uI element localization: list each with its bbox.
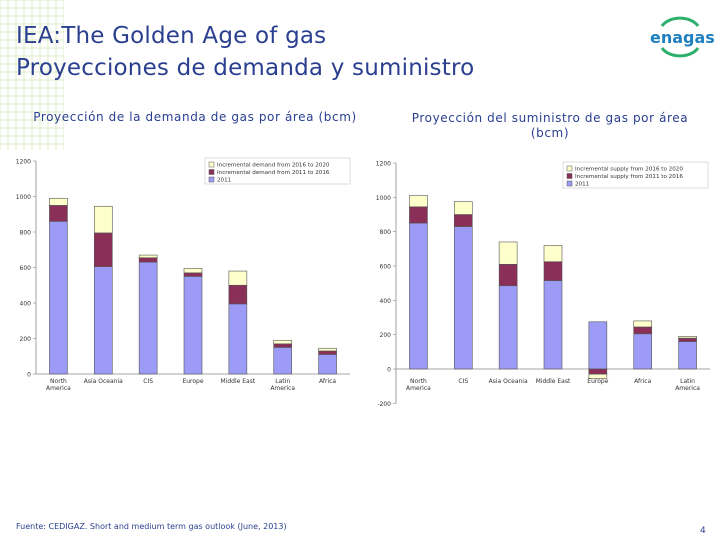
demand-legend-label: Incremental demand from 2016 to 2020: [217, 163, 330, 169]
supply-chart-title: Proyección del suministro de gas por áre…: [411, 111, 689, 140]
demand-category-label: North America: [46, 378, 71, 392]
supply-bar-inc-2011-2016: [588, 368, 608, 375]
page-number: 4: [700, 526, 706, 536]
page-title-line1: IEA:The Golden Age of gas: [16, 23, 327, 49]
demand-chart-title: Proyección de la demanda de gas por área…: [33, 110, 357, 124]
source-note: Fuente: CEDIGAZ. Short and medium term g…: [16, 522, 287, 531]
supply-bar-base-2011: [498, 285, 518, 370]
demand-bar-inc-2016-2020: [49, 197, 68, 206]
supply-chart: -200 0 200 400 600 800 1000 1200 North America CIS…: [376, 161, 710, 408]
demand-category-label: CIS: [143, 378, 153, 385]
corner-grid-decoration: [0, 0, 64, 150]
supply-category-label: Asia Oceania: [489, 378, 528, 385]
demand-legend-swatch: [208, 169, 215, 175]
demand-bar-inc-2016-2020: [273, 339, 293, 345]
demand-y-tick-label: 1200: [16, 159, 31, 166]
supply-bar-base-2011: [633, 333, 653, 370]
supply-y-tick-label: 400: [380, 298, 392, 305]
supply-bar-inc-2016-2020: [633, 320, 653, 328]
supply-bar-inc-2016-2020: [498, 241, 518, 265]
supply-bar-inc-2016-2020: [588, 373, 608, 379]
supply-bar-inc-2011-2016: [633, 326, 653, 335]
supply-category-label: North America: [406, 378, 431, 392]
supply-bar-base-2011: [543, 280, 563, 370]
demand-bar-base-2011: [93, 266, 113, 375]
supply-legend-swatch: [566, 180, 573, 187]
supply-y-tick-label: 200: [380, 332, 392, 339]
demand-bar-base-2011: [183, 276, 203, 375]
supply-bar-inc-2016-2020: [678, 336, 697, 339]
demand-bar-inc-2011-2016: [138, 257, 158, 263]
demand-bar-inc-2016-2020: [93, 205, 113, 234]
demand-bar-inc-2011-2016: [273, 343, 293, 348]
supply-category-label: Africa: [634, 378, 651, 385]
demand-bar-base-2011: [49, 221, 68, 375]
supply-bar-inc-2016-2020: [409, 195, 428, 208]
logo-text: enagas: [650, 28, 715, 47]
supply-bar-inc-2011-2016: [543, 261, 563, 281]
demand-category-label: Asia Oceania: [84, 378, 123, 385]
supply-legend-swatch: [566, 173, 573, 179]
supply-bar-base-2011: [409, 222, 428, 370]
demand-bar-base-2011: [138, 261, 158, 375]
supply-bar-inc-2016-2020: [543, 245, 563, 263]
demand-chart: 0 200 400 600 800 1000 1200 North America Asia Oc…: [16, 157, 351, 392]
enagas-logo: enagas: [650, 16, 715, 58]
supply-y-tick-label: 1200: [376, 161, 391, 168]
demand-category-label: Middle East: [221, 378, 256, 385]
supply-y-tick-label: 1000: [376, 195, 391, 202]
supply-bar-base-2011: [588, 321, 608, 370]
demand-y-tick-label: 800: [20, 230, 32, 237]
demand-category-label: Europe: [182, 378, 203, 385]
demand-y-tick-label: 0: [27, 372, 31, 379]
demand-bar-inc-2011-2016: [93, 232, 113, 267]
supply-bar-base-2011: [678, 341, 697, 370]
supply-y-tick-label: 800: [380, 229, 392, 236]
supply-legend-swatch: [566, 165, 573, 172]
demand-bar-inc-2016-2020: [228, 270, 248, 286]
supply-category-label: Europe: [587, 378, 608, 385]
demand-bar-inc-2011-2016: [49, 205, 68, 222]
demand-y-tick-label: 600: [20, 265, 32, 272]
supply-category-label: Middle East: [536, 378, 571, 385]
demand-bar-inc-2011-2016: [183, 272, 203, 277]
demand-y-tick-label: 400: [20, 301, 32, 308]
supply-category-label: Latin America: [675, 378, 700, 392]
supply-bar-base-2011: [453, 226, 473, 370]
supply-legend: Incremental supply from 2016 to 2020Incr…: [562, 161, 709, 189]
supply-bar-inc-2011-2016: [498, 263, 518, 287]
supply-bar-inc-2011-2016: [409, 206, 428, 224]
demand-bar-base-2011: [228, 303, 248, 375]
supply-legend-label: 2011: [575, 182, 590, 188]
demand-y-tick-label: 1000: [16, 194, 31, 201]
demand-bar-inc-2011-2016: [228, 284, 248, 305]
demand-bar-inc-2016-2020: [318, 347, 337, 352]
logo-swirl-icon: [660, 16, 700, 58]
page-title-line2: Proyecciones de demanda y suministro: [16, 55, 475, 81]
supply-legend-label: Incremental supply from 2011 to 2016: [575, 174, 683, 180]
supply-y-tick-label: -200: [377, 401, 391, 408]
demand-bar-inc-2016-2020: [138, 254, 158, 259]
demand-bar-inc-2011-2016: [318, 350, 337, 355]
demand-legend-label: 2011: [217, 178, 232, 184]
supply-legend-label: Incremental supply from 2016 to 2020: [575, 167, 683, 173]
demand-category-label: Latin America: [270, 378, 295, 392]
demand-legend-swatch: [208, 161, 215, 168]
demand-bar-inc-2016-2020: [183, 268, 203, 274]
demand-y-tick-label: 200: [20, 336, 32, 343]
demand-bar-base-2011: [273, 347, 293, 375]
demand-category-label: Africa: [319, 378, 336, 385]
supply-y-tick-label: 600: [380, 264, 392, 271]
supply-bar-inc-2011-2016: [453, 214, 473, 227]
demand-bar-base-2011: [318, 354, 337, 375]
supply-bar-inc-2011-2016: [678, 337, 697, 342]
demand-legend: Incremental demand from 2016 to 2020Incr…: [204, 157, 351, 185]
demand-legend-swatch: [208, 176, 215, 183]
supply-y-tick-label: 0: [387, 367, 391, 374]
supply-bar-inc-2016-2020: [453, 201, 473, 215]
demand-legend-label: Incremental demand from 2011 to 2016: [217, 170, 330, 176]
supply-category-label: CIS: [458, 378, 468, 385]
page-title: IEA:The Golden Age of gas Proyecciones d…: [16, 20, 474, 84]
